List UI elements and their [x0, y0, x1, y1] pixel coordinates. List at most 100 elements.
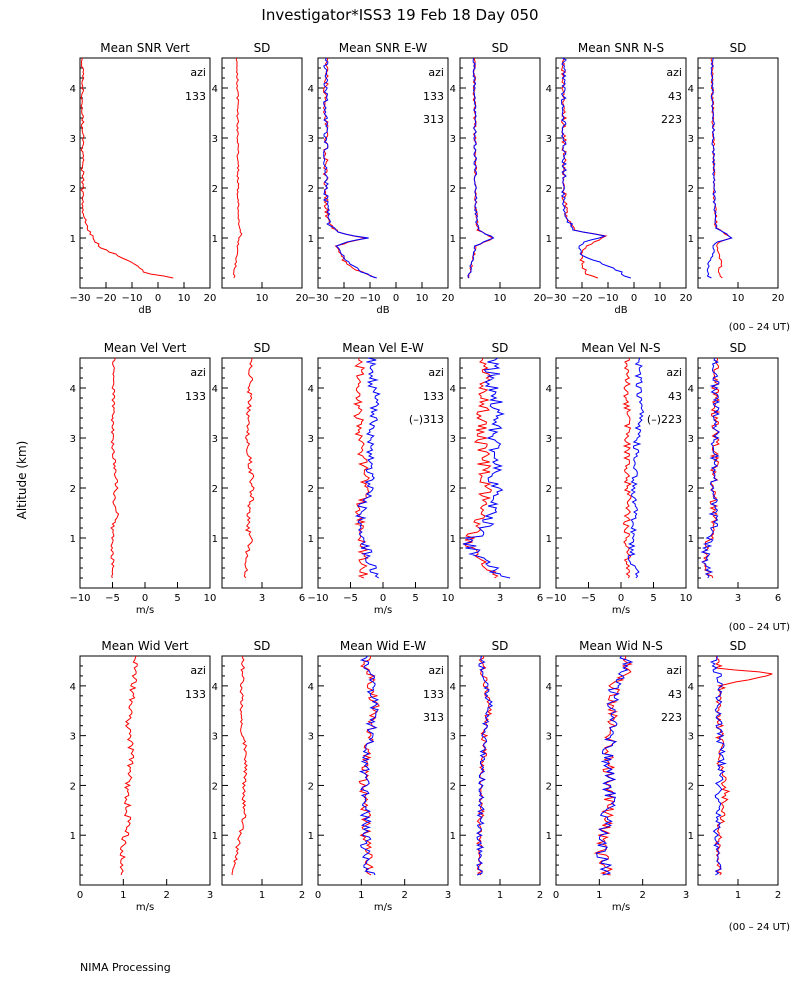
- panel-title: Mean Wid N-S: [579, 639, 663, 653]
- legend-entry: 133: [423, 390, 444, 403]
- y-tick-label: 4: [308, 682, 314, 693]
- y-tick-label: 4: [70, 384, 76, 395]
- x-tick-label: 0: [315, 890, 321, 901]
- x-tick-label: −10: [69, 593, 90, 604]
- y-tick-label: 2: [212, 484, 218, 495]
- x-tick-label: 10: [178, 293, 191, 304]
- x-tick-label: −10: [359, 293, 380, 304]
- legend-azi-label: azi: [428, 66, 444, 79]
- y-tick-label: 1: [450, 234, 456, 245]
- x-tick-label: 10: [680, 593, 693, 604]
- y-tick-label: 3: [212, 134, 218, 145]
- legend-entry: 133: [423, 90, 444, 103]
- y-tick-label: 3: [70, 732, 76, 743]
- legend-azi-label: azi: [190, 366, 206, 379]
- x-tick-label: 2: [163, 890, 169, 901]
- figure-title: Investigator*ISS3 19 Feb 18 Day 050: [261, 6, 538, 24]
- legend-entry: (–)223: [647, 413, 682, 426]
- panel-title: SD: [254, 639, 271, 653]
- y-tick-label: 4: [212, 84, 218, 95]
- y-tick-label: 3: [450, 434, 456, 445]
- x-tick-label: −20: [333, 293, 354, 304]
- x-tick-label: 10: [494, 293, 507, 304]
- panel-frame: [221, 57, 303, 289]
- panel-wid-4: Mean Wid N-S 1 2 3 4 0 1 2 3 m/s azi 43 223: [546, 639, 690, 913]
- x-tick-label: 20: [534, 293, 547, 304]
- y-tick-label: 2: [450, 184, 456, 195]
- y-tick-label: 3: [70, 134, 76, 145]
- legend-entry: 313: [423, 711, 444, 724]
- series-line-red: [322, 57, 376, 279]
- y-tick-label: 3: [688, 134, 694, 145]
- x-tick-label: 10: [204, 593, 217, 604]
- footer-label: NIMA Processing: [80, 961, 171, 974]
- y-tick-label: 3: [70, 434, 76, 445]
- series-line-blue: [322, 57, 377, 279]
- y-tick-label: 1: [688, 534, 694, 545]
- x-tick-label: 1: [120, 890, 126, 901]
- x-tick-label: 5: [650, 593, 656, 604]
- y-tick-label: 1: [70, 534, 76, 545]
- y-tick-label: 4: [688, 84, 694, 95]
- y-tick-label: 3: [546, 732, 552, 743]
- series-line-blue: [627, 357, 645, 579]
- x-axis-label: m/s: [374, 605, 392, 616]
- x-axis-label: m/s: [136, 605, 154, 616]
- y-tick-label: 2: [308, 484, 314, 495]
- panel-title: SD: [730, 41, 747, 55]
- legend-entry: 223: [661, 113, 682, 126]
- x-tick-label: 2: [299, 890, 305, 901]
- x-axis-label: m/s: [612, 902, 630, 913]
- y-tick-label: 2: [70, 484, 76, 495]
- x-tick-label: 20: [296, 293, 309, 304]
- series-line-red: [110, 357, 120, 579]
- x-axis-label: m/s: [374, 902, 392, 913]
- series-line-red: [243, 357, 255, 579]
- y-tick-label: 4: [688, 384, 694, 395]
- x-tick-label: −5: [105, 593, 120, 604]
- x-tick-label: −10: [597, 293, 618, 304]
- x-tick-label: 3: [445, 890, 451, 901]
- panel-title: Mean SNR N-S: [578, 41, 664, 55]
- legend-entry: 43: [668, 90, 682, 103]
- y-tick-label: 4: [546, 84, 552, 95]
- panel-frame: [221, 357, 303, 589]
- panel-frame: [459, 655, 541, 886]
- series-line-red: [119, 655, 138, 876]
- panel-vel-0: Mean Vel Vert 1 2 3 4 −10 −5 0 5 10 m/s azi 133: [69, 341, 216, 616]
- panel-snr-3: SD 1 2 3 4 10 20: [450, 41, 547, 304]
- series-line-red: [714, 655, 773, 876]
- panel-wid-3: SD 1 2 3 4 1 2: [450, 639, 544, 901]
- panel-wid-5: SD 1 2 3 4 1 2: [688, 639, 782, 901]
- y-tick-label: 2: [212, 781, 218, 792]
- y-tick-label: 2: [450, 781, 456, 792]
- panel-title: SD: [492, 639, 509, 653]
- x-tick-label: 0: [77, 890, 83, 901]
- x-tick-label: 0: [618, 593, 624, 604]
- panel-frame: [555, 357, 687, 589]
- panel-title: SD: [730, 341, 747, 355]
- panel-title: SD: [254, 341, 271, 355]
- panel-frame: [317, 57, 449, 289]
- panel-title: SD: [492, 41, 509, 55]
- legend-entry: 133: [185, 90, 206, 103]
- x-tick-label: 5: [412, 593, 418, 604]
- legend-entry: 133: [185, 688, 206, 701]
- panel-frame: [79, 57, 211, 289]
- x-tick-label: 2: [537, 890, 543, 901]
- panel-frame: [459, 57, 541, 289]
- y-tick-label: 3: [688, 732, 694, 743]
- y-tick-label: 2: [688, 781, 694, 792]
- x-tick-label: −10: [307, 593, 328, 604]
- y-tick-label: 4: [450, 84, 456, 95]
- ut-range-label: (00 – 24 UT): [729, 622, 790, 633]
- y-tick-label: 3: [688, 434, 694, 445]
- panel-title: Mean SNR E-W: [339, 41, 428, 55]
- legend-azi-label: azi: [666, 366, 682, 379]
- series-line-red: [593, 655, 633, 876]
- series-line-red: [560, 57, 608, 279]
- y-tick-label: 1: [70, 234, 76, 245]
